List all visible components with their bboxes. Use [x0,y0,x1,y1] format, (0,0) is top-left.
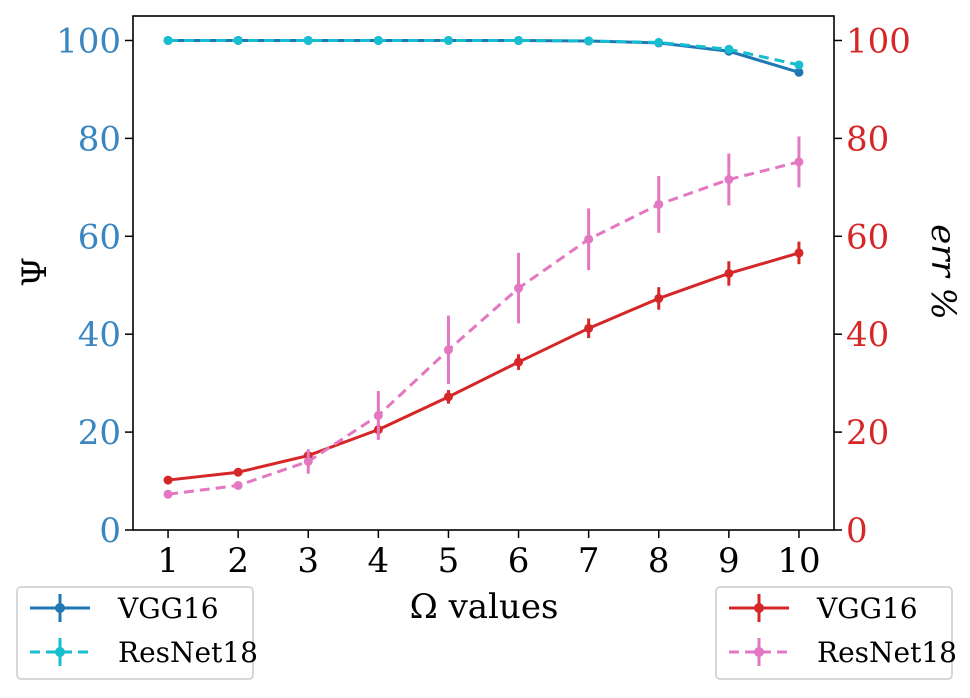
left-y-tick-label-20: 20 [78,413,121,453]
legend-right-swatch-resnet18 [729,638,789,666]
left-y-tick-label-100: 100 [56,21,121,61]
legend-left-swatch-vgg16 [30,594,90,622]
x-tick-label-2: 2 [227,541,249,581]
legend-right-label-vgg16: VGG16 [816,592,918,625]
left-y-tick-label-80: 80 [78,119,121,159]
point-0-9 [794,67,804,77]
x-axis-label: Ω values [410,587,559,627]
left-y-tick-label-40: 40 [78,315,121,355]
x-tick-label-4: 4 [368,541,390,581]
legend-right-swatch-vgg16 [729,594,789,622]
point-2-8 [724,268,734,278]
series-line-1 [168,38,800,67]
point-2-1 [233,467,243,477]
legend-left: VGG16 ResNet18 [16,586,258,680]
legend-left-swatch-resnet18 [30,638,90,666]
right-y-tick-label-100: 100 [846,21,911,61]
left-y-tick-label-0: 0 [99,511,121,551]
right-y-axis-label: err % [923,224,963,320]
x-tick-label-8: 8 [648,541,670,581]
point-3-1 [233,480,243,490]
point-3-6 [584,234,594,244]
point-3-7 [654,199,664,209]
point-3-4 [443,345,453,355]
plot-frame [132,15,835,531]
series-line-0 [168,38,800,74]
x-tick-label-5: 5 [438,541,460,581]
series-layer [163,35,804,499]
point-2-7 [654,293,664,303]
right-y-tick-label-60: 60 [846,217,889,257]
point-1-8 [724,44,734,54]
x-tick-label-10: 10 [777,541,820,581]
plot-border [132,15,835,531]
legend-right: VGG16 ResNet18 [715,586,957,680]
point-1-6 [584,36,594,46]
point-1-5 [514,35,524,45]
legend-left-label-resnet18: ResNet18 [118,636,258,669]
point-1-9 [794,60,804,70]
x-tick-label-1: 1 [157,541,179,581]
legend-left-swatch-vgg16-marker [55,603,65,613]
point-3-0 [163,489,173,499]
series-line-3 [167,160,800,496]
point-1-0 [163,35,173,45]
right-y-tick-label-20: 20 [846,413,889,453]
left-y-tick-label-60: 60 [78,217,121,257]
right-y-tick-label-80: 80 [846,119,889,159]
left-y-axis-label: Ψ [15,257,55,287]
point-1-1 [233,35,243,45]
legend-right-label-resnet18: ResNet18 [817,636,957,669]
right-y-tick-label-0: 0 [846,511,868,551]
point-3-5 [514,283,524,293]
legend-left-box [16,586,254,680]
series-2-vgg16-right [163,241,804,485]
point-3-3 [373,410,383,420]
series-0-vgg16-left [163,35,804,77]
point-3-8 [724,175,734,185]
series-3-resnet18-right [163,136,804,499]
point-1-3 [373,35,383,45]
legend-right-box [715,586,953,680]
point-2-9 [794,248,804,258]
x-tick-label-6: 6 [508,541,530,581]
point-2-0 [163,475,173,485]
legend-left-label-vgg16: VGG16 [117,592,219,625]
series-1-resnet18-left [163,35,804,70]
legend-right-swatch-vgg16-marker [754,603,764,613]
legend-right-swatch-resnet18-marker [754,647,764,657]
point-3-9 [794,157,804,167]
right-y-tick-label-40: 40 [846,315,889,355]
point-3-2 [303,456,313,466]
point-1-4 [443,35,453,45]
point-1-7 [654,37,664,47]
x-tick-label-3: 3 [297,541,319,581]
legend-left-swatch-resnet18-marker [55,647,65,657]
point-1-2 [303,35,313,45]
x-tick-label-9: 9 [718,541,740,581]
series-line-2 [167,251,800,482]
x-tick-label-7: 7 [578,541,600,581]
point-2-4 [443,392,453,402]
point-2-5 [514,357,524,367]
point-2-6 [584,323,594,333]
